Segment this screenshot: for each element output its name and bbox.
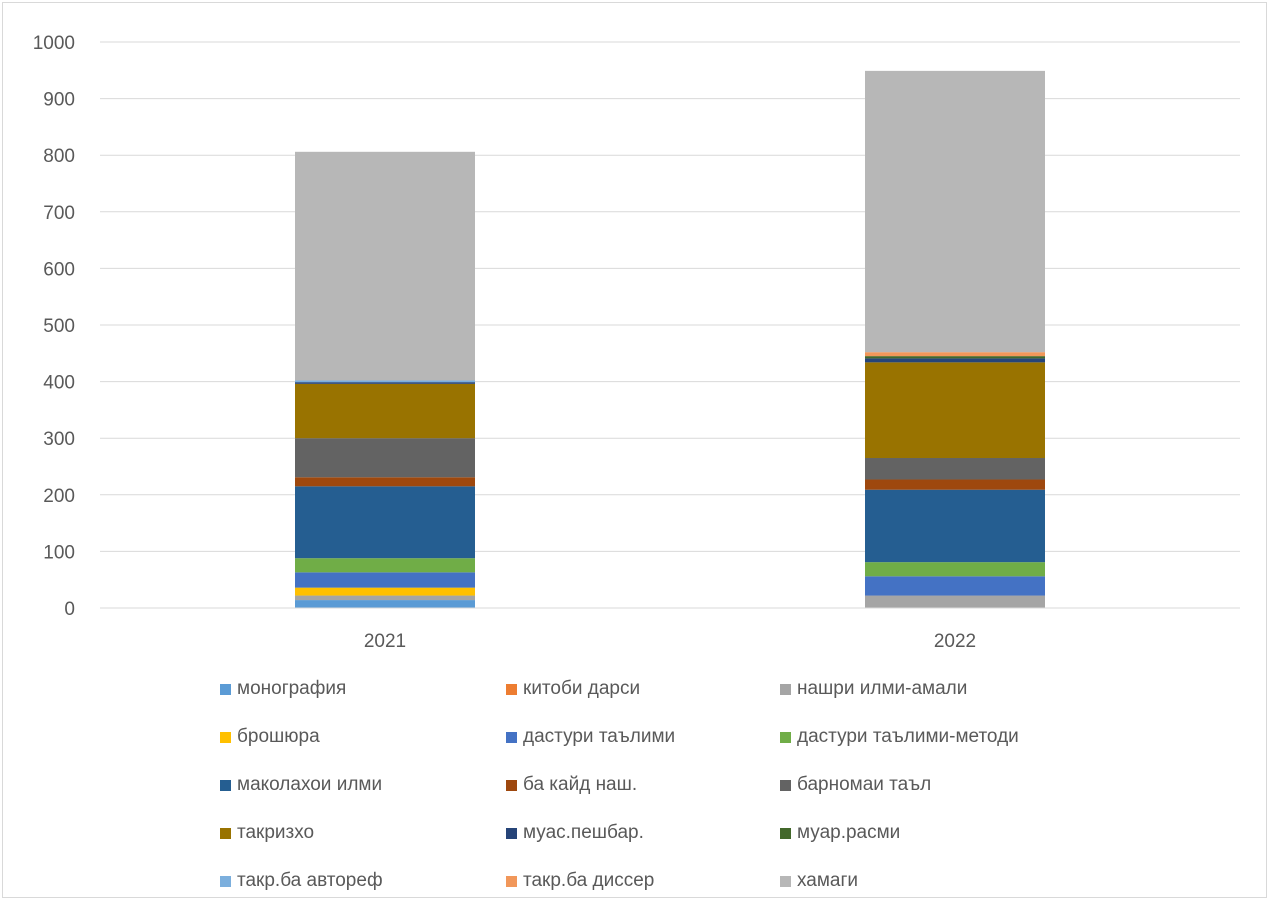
legend-swatch — [506, 779, 517, 791]
legend-label: нашри илми-амали — [797, 678, 968, 699]
bar-segment — [295, 151, 475, 381]
legend-swatch — [506, 731, 517, 743]
bar-segment — [865, 562, 1045, 577]
legend-label: китоби дарси — [523, 678, 641, 699]
y-tick-label: 200 — [43, 486, 75, 507]
legend-swatch — [506, 875, 517, 887]
stacked-bar-chart: 0 100 200 300 400 500 600 700 800 900 1000 2021 2022 — [33, 33, 1240, 652]
legend-label: хамаги — [797, 870, 859, 891]
legend-label: барномаи таъл — [797, 774, 932, 795]
legend-item: хамаги — [780, 870, 858, 892]
bar-segment — [295, 486, 475, 559]
bar-segment — [865, 356, 1045, 359]
y-tick-label: 800 — [43, 146, 75, 167]
bar-segment — [295, 438, 475, 478]
y-tick-label: 300 — [43, 429, 75, 450]
legend-swatch — [780, 731, 791, 743]
legend-label: такризхо — [237, 822, 315, 843]
bar-segment — [295, 600, 475, 608]
y-tick-label: 900 — [43, 90, 75, 111]
bar-segment — [295, 382, 475, 384]
legend-item: брошюра — [220, 726, 320, 748]
bar-segment — [865, 352, 1045, 357]
legend-item: дастури таълими — [506, 726, 675, 748]
legend-label: ба кайд наш. — [523, 774, 638, 795]
bar-segment — [865, 576, 1045, 596]
bar-segment — [865, 458, 1045, 480]
bar-segment — [295, 477, 475, 487]
x-category-label: 2021 — [364, 631, 406, 652]
legend-item: муас.пешбар. — [506, 822, 644, 844]
y-tick-label: 100 — [43, 542, 75, 563]
y-tick-label: 500 — [43, 316, 75, 337]
y-tick-label: 700 — [43, 203, 75, 224]
bar-segment — [295, 587, 475, 596]
bar-segment — [865, 70, 1045, 353]
legend-item: барномаи таъл — [780, 774, 931, 796]
legend-swatch — [506, 683, 517, 695]
legend-item: такризхо — [220, 822, 314, 844]
legend-label: муар.расми — [797, 822, 901, 843]
bar-segment — [865, 362, 1045, 459]
legend-swatch — [506, 827, 517, 839]
bar-segment — [295, 383, 475, 439]
legend-item: такр.ба диссер — [506, 870, 654, 892]
legend-swatch — [780, 827, 791, 839]
legend-swatch — [780, 683, 791, 695]
legend-item: нашри илми-амали — [780, 678, 967, 700]
bar-segment — [295, 595, 475, 601]
bar-segment — [865, 358, 1045, 363]
x-category-label: 2022 — [934, 631, 976, 652]
legend-item: маколахои илми — [220, 774, 382, 796]
legend-item: дастури таълими-методи — [780, 726, 1019, 748]
legend-item: муар.расми — [780, 822, 900, 844]
legend-label: такр.ба диссер — [523, 870, 655, 891]
legend-item: китоби дарси — [506, 678, 640, 700]
legend-swatch — [220, 731, 231, 743]
legend-item: ба кайд наш. — [506, 774, 637, 796]
legend-item: монография — [220, 678, 346, 700]
legend-label: брошюра — [237, 726, 320, 747]
legend-label: дастури таълими-методи — [797, 726, 1019, 747]
y-tick-label: 0 — [64, 599, 75, 620]
bar-segment — [295, 558, 475, 573]
legend-swatch — [220, 683, 231, 695]
y-tick-label: 600 — [43, 259, 75, 280]
legend-label: такр.ба автореф — [237, 870, 383, 891]
chart-legend: монография китоби дарси нашри илми-амали бр… — [0, 670, 1269, 900]
legend-swatch — [220, 875, 231, 887]
legend-swatch — [220, 827, 231, 839]
bar-segment — [865, 595, 1045, 608]
legend-label: дастури таълими — [523, 726, 676, 747]
bar-segment — [865, 489, 1045, 563]
legend-label: муас.пешбар. — [523, 822, 644, 843]
bar-segment — [295, 572, 475, 588]
legend-swatch — [780, 875, 791, 887]
y-tick-label: 400 — [43, 373, 75, 394]
legend-swatch — [780, 779, 791, 791]
bar-segment — [865, 479, 1045, 490]
legend-label: маколахои илми — [237, 774, 383, 795]
bar-segment — [295, 380, 475, 383]
legend-item: такр.ба автореф — [220, 870, 383, 892]
legend-swatch — [220, 779, 231, 791]
y-tick-label: 1000 — [33, 33, 75, 54]
legend-label: монография — [237, 678, 347, 699]
